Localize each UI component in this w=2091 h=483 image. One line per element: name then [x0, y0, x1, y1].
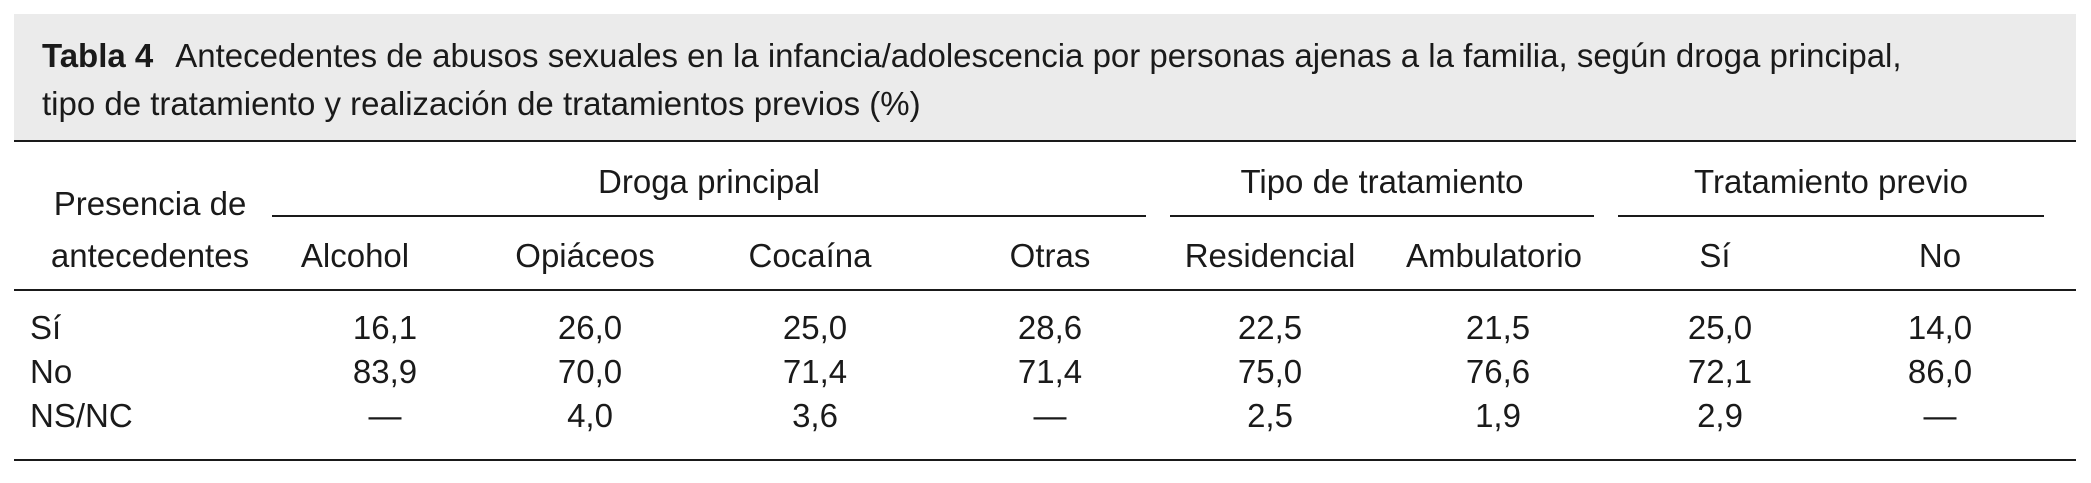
group-header-tipo: Tipo de tratamiento: [1240, 163, 1524, 200]
bottom-rule: [14, 459, 2076, 461]
row-label: No: [30, 353, 73, 390]
group-rule-droga: [272, 215, 1146, 217]
table-cell: 1,9: [1475, 397, 1521, 434]
column-header: Otras: [1009, 237, 1091, 274]
table-cell: 22,5: [1237, 309, 1303, 346]
table-cell: —: [368, 397, 402, 434]
table-cell: 75,0: [1237, 353, 1303, 390]
table-cell: 71,4: [1017, 353, 1083, 390]
table-cell: 83,9: [352, 353, 418, 390]
column-header: Residencial: [1184, 237, 1356, 274]
group-rule-tipo: [1170, 215, 1594, 217]
table-cell: 21,5: [1465, 309, 1531, 346]
table-title-part-2: tipo de tratamiento y realización de tra…: [42, 85, 921, 122]
table-cell: 28,6: [1017, 309, 1083, 346]
table-cell: 70,0: [557, 353, 623, 390]
header-rule: [14, 289, 2076, 291]
column-header: Sí: [1699, 237, 1731, 274]
table-cell: 16,1: [352, 309, 418, 346]
table-cell: 4,0: [567, 397, 613, 434]
top-rule: [14, 140, 2076, 142]
column-header: Ambulatorio: [1405, 237, 1583, 274]
stub-header-line-2: antecedentes: [50, 237, 250, 274]
row-label: Sí: [30, 309, 62, 346]
column-header: Cocaína: [748, 237, 872, 274]
column-header: No: [1918, 237, 1962, 274]
table-caption: Tabla 4 Antecedentes de abusos sexuales e…: [14, 14, 2076, 140]
table-cell: 25,0: [1687, 309, 1753, 346]
caption-line-1: Tabla 4 Antecedentes de abusos sexuales e…: [42, 32, 2060, 80]
column-header: Opiáceos: [515, 237, 655, 274]
stub-header-line-1: Presencia de: [53, 185, 247, 222]
table-cell: —: [1033, 397, 1067, 434]
table-cell: 2,5: [1247, 397, 1293, 434]
row-label: NS/NC: [30, 397, 133, 434]
table-cell: 76,6: [1465, 353, 1531, 390]
table-title-part-1: Antecedentes de abusos sexuales en la in…: [175, 37, 1902, 74]
table-cell: 26,0: [557, 309, 623, 346]
table-cell: 2,9: [1697, 397, 1743, 434]
table-label: Tabla 4: [42, 37, 154, 74]
group-header-previo: Tratamiento previo: [1694, 163, 1968, 200]
table-cell: 71,4: [782, 353, 848, 390]
group-header-droga: Droga principal: [598, 163, 820, 200]
table-cell: 86,0: [1907, 353, 1973, 390]
group-rule-previo: [1618, 215, 2044, 217]
column-header: Alcohol: [300, 237, 410, 274]
table-cell: 14,0: [1907, 309, 1973, 346]
table-cell: 3,6: [792, 397, 838, 434]
table-cell: —: [1923, 397, 1957, 434]
table-cell: 25,0: [782, 309, 848, 346]
table-cell: 72,1: [1687, 353, 1753, 390]
